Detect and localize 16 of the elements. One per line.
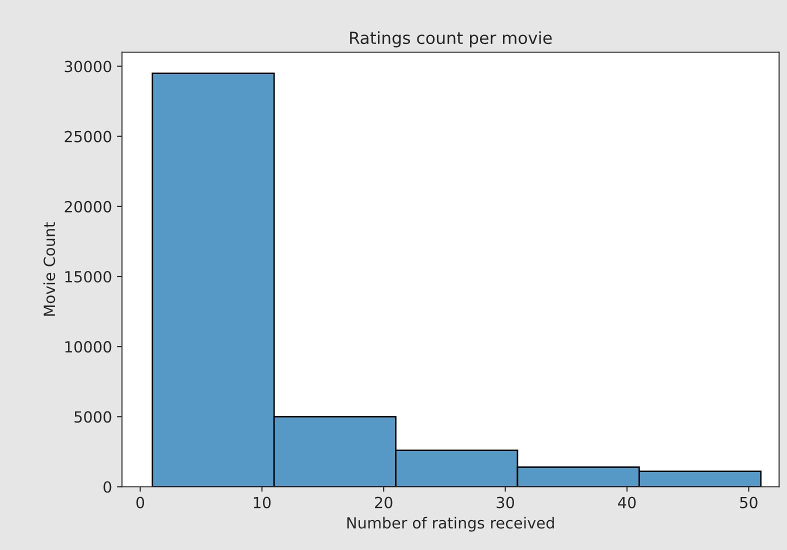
x-tick-label: 40 (618, 496, 636, 508)
x-tick-label: 50 (740, 496, 758, 508)
x-axis-title: Number of ratings received (347, 516, 554, 532)
x-tick-label: 0 (136, 496, 144, 508)
y-tick-label: 30000 (64, 60, 112, 72)
x-tick-label: 10 (254, 496, 271, 508)
y-tick-label: 25000 (64, 130, 112, 142)
chart-title: Ratings count per movie (350, 31, 552, 48)
x-tick-label: 20 (375, 496, 392, 508)
y-tick-label: 15000 (65, 270, 112, 283)
y-tick-label: 5000 (74, 411, 112, 423)
y-tick-label: 20000 (64, 200, 112, 212)
y-axis-title: Movie Count (43, 222, 56, 316)
y-tick-label: 10000 (65, 341, 112, 353)
y-tick-label: 0 (104, 481, 112, 493)
x-tick-label: 30 (496, 496, 514, 508)
